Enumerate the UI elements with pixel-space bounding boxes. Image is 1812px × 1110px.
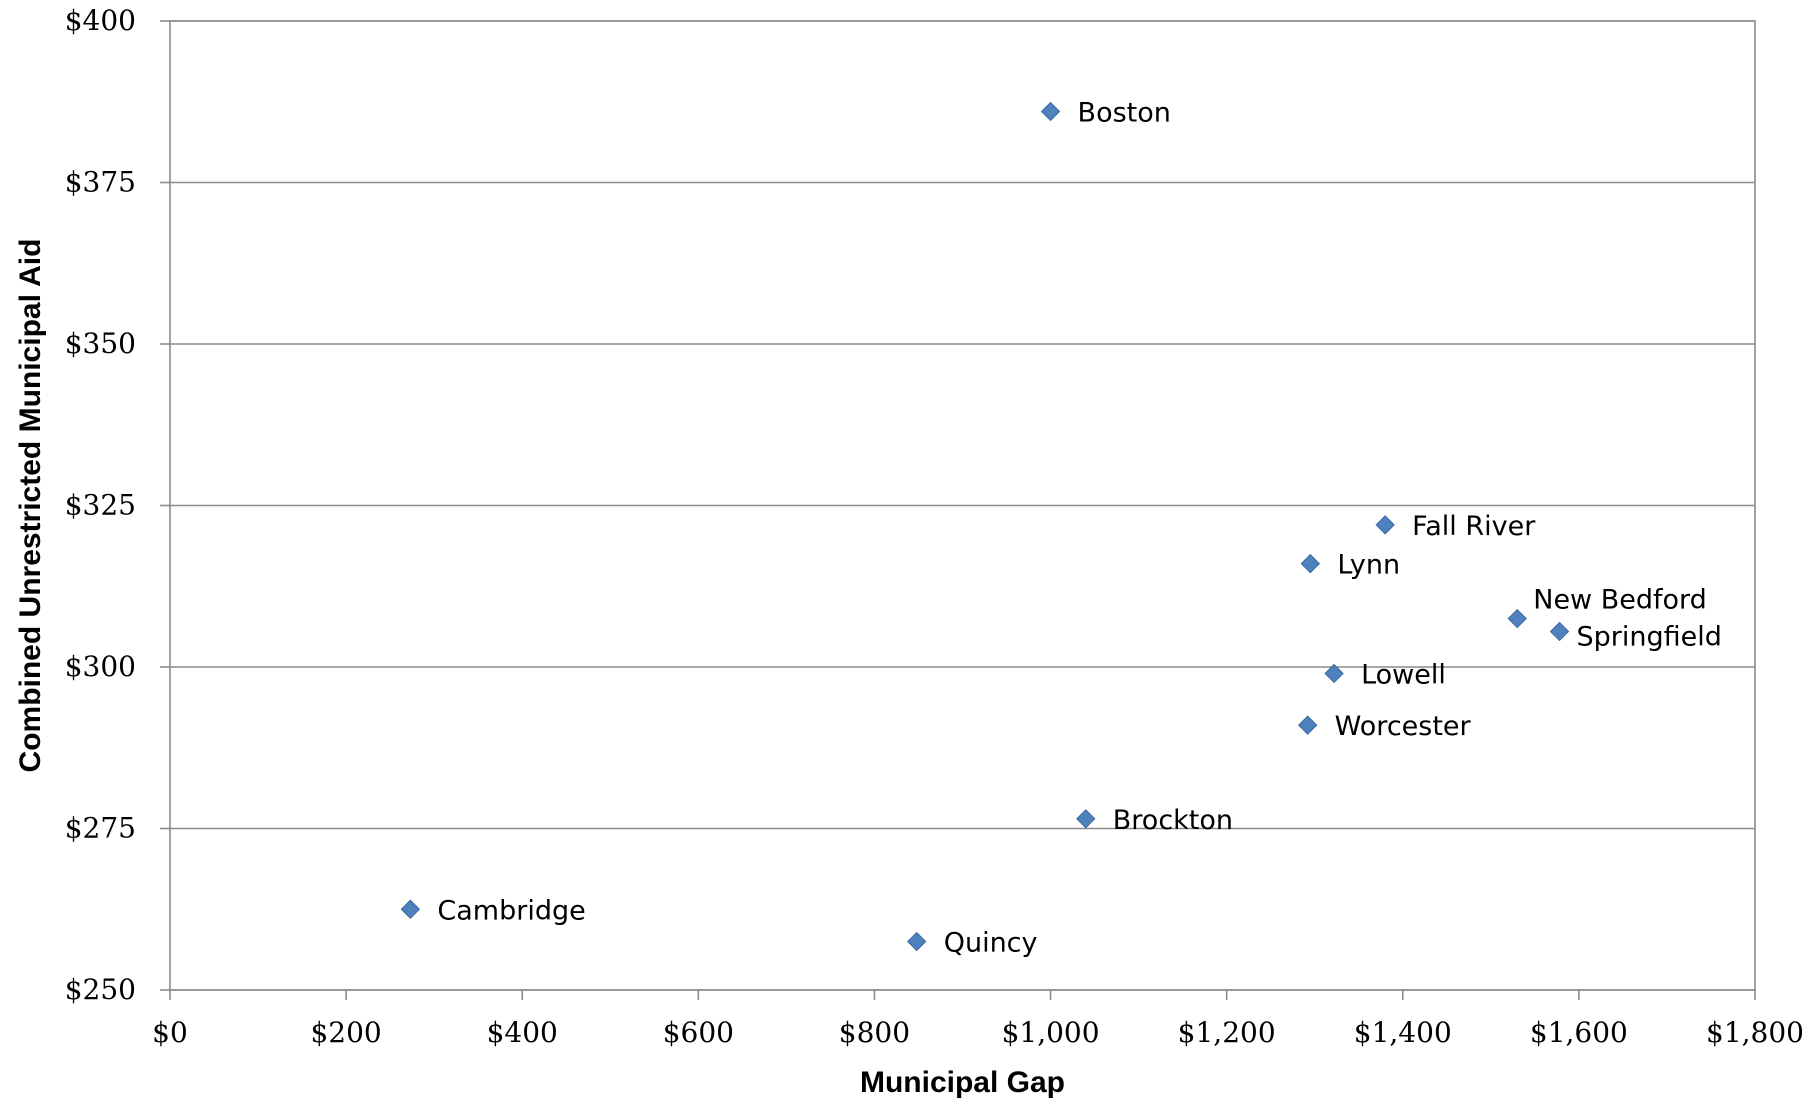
y-tick-label: $300 <box>65 650 136 683</box>
point-labels: Boston Fall River Lynn New Bedford Springfie… <box>437 97 1722 958</box>
x-tick-label: $600 <box>663 1016 734 1049</box>
data-point-worcester <box>1297 715 1318 735</box>
x-tick-label: $1,400 <box>1354 1016 1452 1049</box>
point-label: Cambridge <box>437 895 585 926</box>
data-point-fall-river <box>1375 515 1395 535</box>
point-label: Lynn <box>1337 550 1400 581</box>
point-label: Brockton <box>1113 805 1233 836</box>
data-points <box>400 101 1570 952</box>
y-tick-label: $350 <box>65 327 136 360</box>
data-point-cambridge <box>400 899 421 919</box>
y-tick-label: $250 <box>65 973 136 1006</box>
x-tick-label: $400 <box>487 1016 558 1049</box>
point-label: Springfield <box>1577 621 1722 652</box>
point-label: New Bedford <box>1533 585 1707 616</box>
point-label: Lowell <box>1361 659 1446 690</box>
point-label: Worcester <box>1335 711 1472 742</box>
y-tick-label: $375 <box>65 166 136 199</box>
y-tick-label: $400 <box>65 4 136 37</box>
data-point-new-bedford <box>1507 608 1527 629</box>
data-point-lowell <box>1324 663 1344 684</box>
x-tick-label: $0 <box>152 1016 188 1049</box>
x-tick-label: $1,000 <box>1002 1016 1100 1049</box>
tick-labels: $250 $275 $300 $325 $350 $375 $400 $0 $200 $400 $6… <box>65 4 1804 1049</box>
data-point-brockton <box>1076 809 1096 829</box>
gridlines <box>170 20 1755 991</box>
data-point-springfield <box>1549 621 1570 642</box>
x-tick-label: $1,800 <box>1706 1016 1804 1049</box>
data-point-boston <box>1040 101 1061 122</box>
x-tick-label: $1,200 <box>1178 1016 1276 1049</box>
x-tick-label: $1,600 <box>1530 1016 1628 1049</box>
point-label: Boston <box>1078 97 1171 128</box>
plot-area-border <box>169 20 1756 991</box>
data-point-quincy <box>907 931 927 952</box>
y-tick-label: $275 <box>65 812 136 845</box>
x-tick-label: $800 <box>839 1016 910 1049</box>
x-axis-title: Municipal Gap <box>860 1066 1065 1099</box>
x-tick-label: $200 <box>310 1016 381 1049</box>
data-point-lynn <box>1300 553 1321 574</box>
point-label: Quincy <box>944 928 1038 959</box>
y-tick-label: $325 <box>65 489 136 522</box>
point-label: Fall River <box>1412 511 1536 542</box>
axes <box>160 20 1756 1000</box>
y-axis-title: Combined Unrestricted Municipal Aid <box>14 239 47 773</box>
